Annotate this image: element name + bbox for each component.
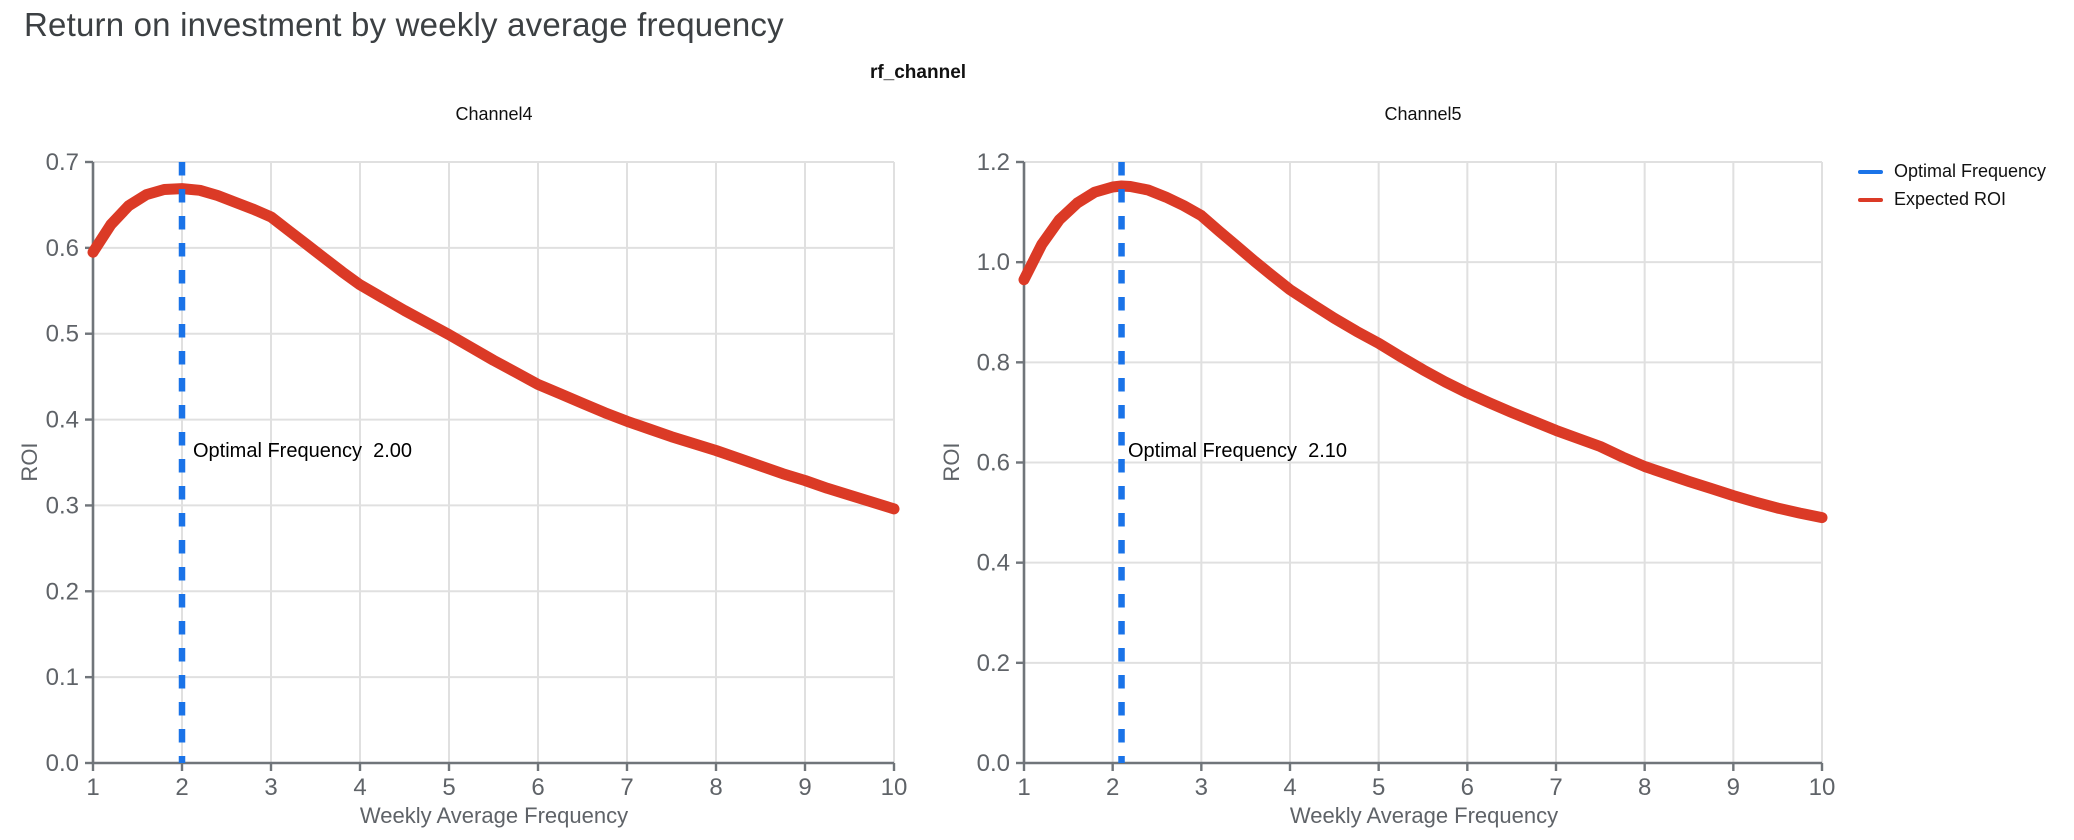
x-tick-label: 5: [442, 774, 455, 801]
plot-channel4: 1 2 3 4 5 6 7 8 9 10 0.0 0.1 0.2 0.3 0.4 0.5 0.6 0.7: [46, 149, 908, 801]
x-tick-label: 2: [175, 774, 188, 801]
legend: Optimal Frequency Expected ROI: [1858, 161, 2046, 210]
x-tick-label: 7: [620, 774, 633, 801]
x-tick-label: 3: [1195, 774, 1208, 801]
expected-roi-line-swatch: [1858, 197, 1883, 202]
x-tick-label: 8: [1638, 774, 1651, 801]
x-tick-label: 6: [531, 774, 544, 801]
x-tick-label: 7: [1549, 774, 1562, 801]
facet-title-channel5: Channel5: [1384, 104, 1462, 124]
y-tick-label: 0.4: [977, 550, 1010, 577]
y-axis-label-channel4: ROI: [17, 442, 42, 482]
y-tick-label: 0.5: [46, 321, 79, 348]
x-tick-label: 9: [1727, 774, 1740, 801]
y-tick-label: 1.0: [977, 249, 1010, 276]
legend-label: Optimal Frequency: [1894, 161, 2047, 181]
y-tick-label: 0.0: [977, 750, 1010, 777]
x-tick-label: 9: [798, 774, 811, 801]
x-tick-label: 3: [264, 774, 277, 801]
y-tick-label: 0.1: [46, 664, 79, 691]
legend-label: Expected ROI: [1894, 189, 2007, 209]
page-title: Return on investment by weekly average f…: [24, 6, 784, 43]
chart-suptitle: rf_channel: [869, 62, 967, 83]
x-tick-label: 4: [1283, 774, 1296, 801]
y-tick-label: 0.0: [46, 750, 79, 777]
y-tick-label: 0.2: [46, 578, 79, 605]
y-tick-label: 0.3: [46, 492, 79, 519]
y-tick-label: 0.4: [46, 407, 79, 434]
optimal-frequency-annotation-channel4: Optimal Frequency 2.00: [193, 440, 412, 462]
y-tick-label: 0.6: [977, 450, 1010, 477]
optimal-frequency-annotation-channel5: Optimal Frequency 2.10: [1128, 440, 1347, 462]
legend-item-optimal-frequency: Optimal Frequency: [1858, 161, 2046, 182]
y-tick-label: 0.7: [46, 149, 79, 176]
x-tick-label: 6: [1461, 774, 1474, 801]
plot-channel5: 1 2 3 4 5 6 7 8 9 10 0.0 0.2 0.4 0.6 0.8 1.0 1.2: [977, 149, 1836, 801]
y-axis-label-channel5: ROI: [939, 442, 964, 482]
x-tick-label: 8: [709, 774, 722, 801]
x-axis-label-channel5: Weekly Average Frequency: [1289, 803, 1559, 828]
x-tick-label: 5: [1372, 774, 1385, 801]
x-tick-label: 10: [881, 774, 908, 801]
x-axis-label-channel4: Weekly Average Frequency: [359, 803, 629, 828]
x-tick-label: 1: [1017, 774, 1030, 801]
expected-roi-curve: [87, 183, 900, 515]
x-tick-label: 4: [353, 774, 366, 801]
facet-title-channel4: Channel4: [455, 104, 533, 124]
y-tick-label: 1.2: [977, 149, 1010, 176]
expected-roi-curve: [1018, 180, 1828, 524]
y-tick-label: 0.8: [977, 349, 1010, 376]
x-tick-label: 2: [1106, 774, 1119, 801]
x-tick-label: 1: [86, 774, 99, 801]
optimal-frequency-line-swatch: [1858, 169, 1883, 174]
legend-item-expected-roi: Expected ROI: [1858, 189, 2046, 210]
y-tick-label: 0.6: [46, 235, 79, 262]
y-tick-label: 0.2: [977, 650, 1010, 677]
x-tick-label: 10: [1809, 774, 1836, 801]
